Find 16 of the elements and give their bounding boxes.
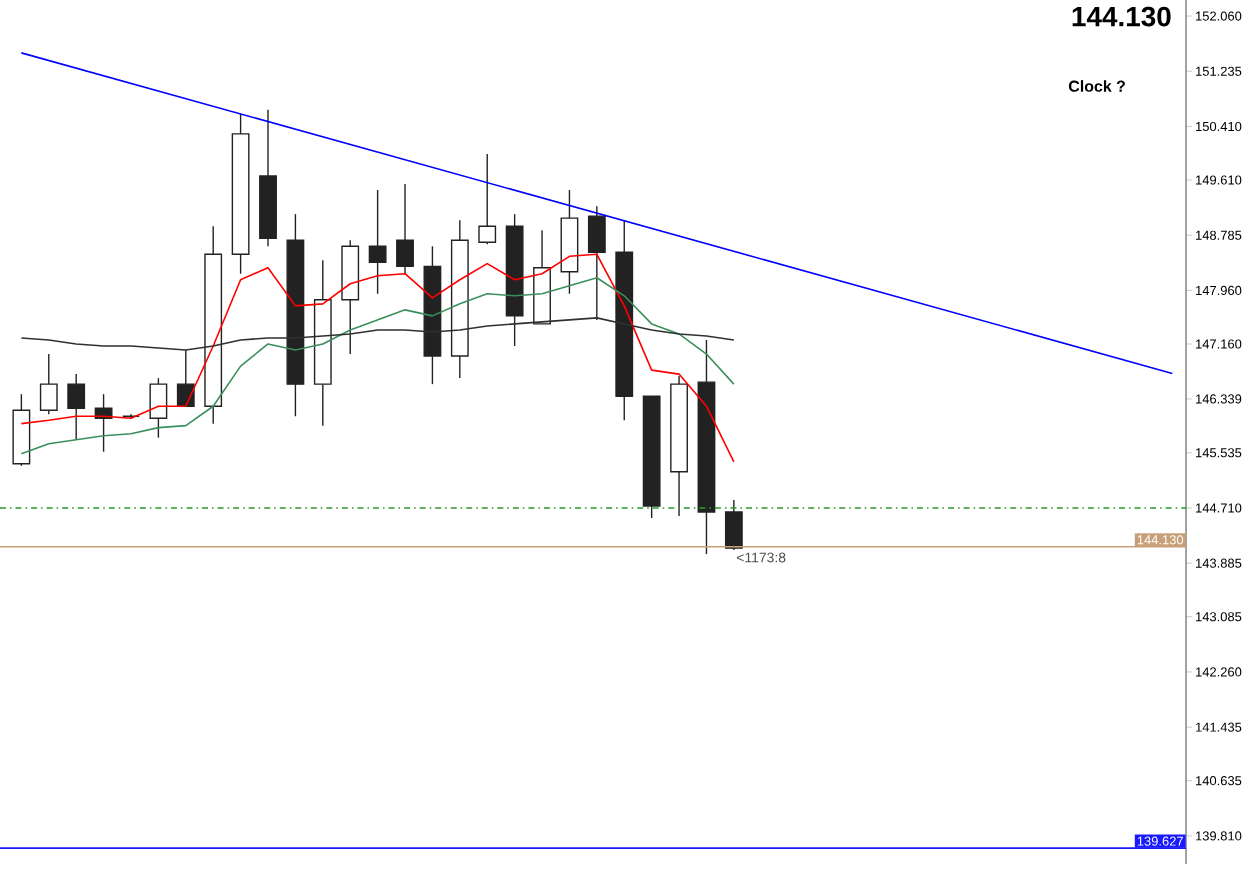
annotation: 144.130 [1072,6,1171,27]
candlestick [670,375,688,517]
candlestick [450,219,469,379]
candlestick [587,205,606,321]
candlestick [560,189,579,295]
candlestick [204,225,223,425]
candlestick [313,259,332,427]
candlestick [423,245,442,385]
candlestick [615,219,634,421]
candlestick [231,113,250,275]
candlestick [396,183,414,275]
candlestick [259,109,277,247]
candlestick [286,213,305,417]
candlestick [697,339,716,555]
candlestick [67,373,86,441]
candlestick [368,189,387,295]
